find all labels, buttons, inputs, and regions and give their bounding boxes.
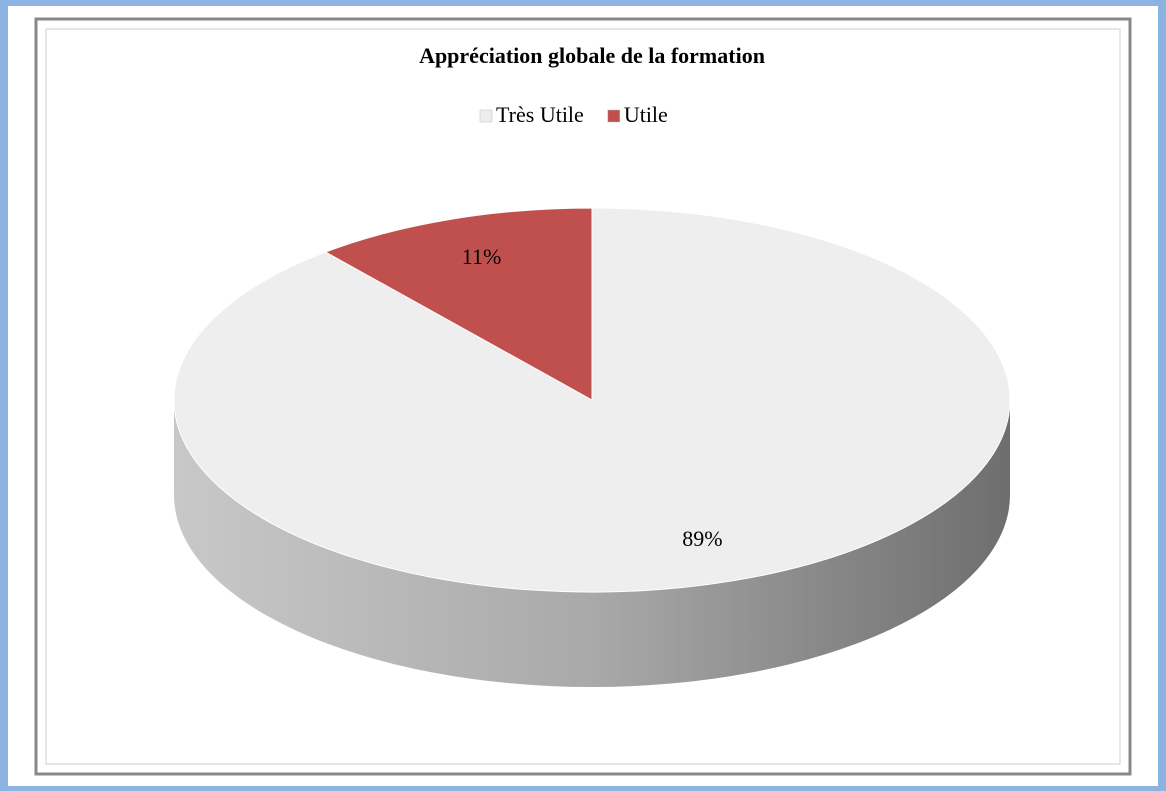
chart-title: Appréciation globale de la formation [419, 43, 765, 68]
legend-label: Utile [624, 102, 668, 127]
data-label: 89% [682, 526, 722, 551]
chart-inner-frame [45, 28, 1121, 765]
slice [324, 207, 593, 401]
legend-swatch [479, 109, 493, 123]
legend-swatch [607, 109, 621, 123]
slice-side [174, 400, 1010, 687]
pie: 89% 11% [173, 207, 1011, 687]
data-label: 11% [462, 244, 502, 269]
legend-label: Très Utile [496, 102, 584, 127]
legend: Très Utile Utile [479, 102, 668, 127]
